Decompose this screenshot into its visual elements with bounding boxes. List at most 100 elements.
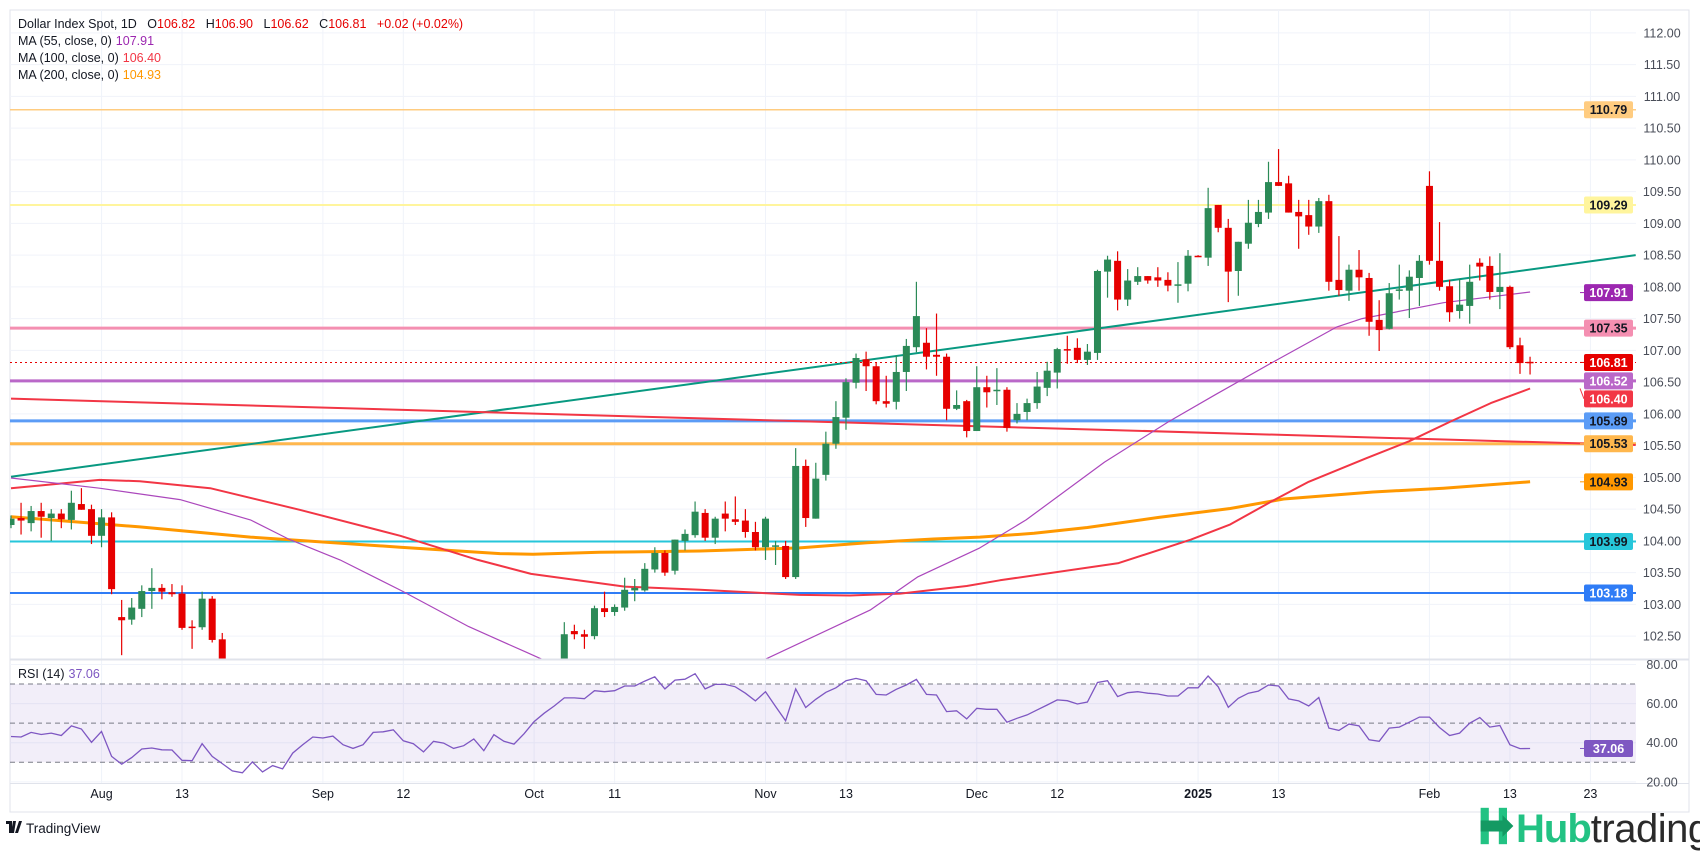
candle[interactable] [1516, 337, 1524, 374]
candle[interactable] [1214, 204, 1222, 233]
price-axis-badge[interactable]: 106.52 [1580, 372, 1633, 390]
candle[interactable] [943, 353, 951, 421]
candle[interactable] [560, 622, 568, 665]
candle[interactable] [1265, 161, 1272, 219]
candle[interactable] [681, 529, 689, 551]
candle[interactable] [872, 362, 880, 405]
candle[interactable] [148, 568, 156, 609]
candle[interactable] [1033, 371, 1041, 409]
candle[interactable] [1385, 283, 1393, 330]
candle[interactable] [751, 521, 759, 551]
candle[interactable] [1506, 285, 1514, 350]
candle[interactable] [1496, 253, 1504, 310]
price-axis-badge[interactable]: 104.93 [1580, 473, 1633, 491]
candle[interactable] [912, 281, 920, 353]
candle[interactable] [1234, 241, 1242, 296]
candle[interactable] [17, 502, 25, 535]
candle[interactable] [882, 375, 890, 408]
candle[interactable] [1345, 264, 1353, 301]
candle[interactable] [168, 584, 176, 597]
candle[interactable] [198, 591, 206, 630]
price-axis-badge[interactable]: 107.35 [1580, 319, 1633, 337]
candle[interactable] [862, 351, 870, 392]
candle[interactable] [1134, 267, 1142, 285]
candle[interactable] [1204, 187, 1212, 266]
candle[interactable] [1013, 403, 1021, 424]
candle[interactable] [1083, 344, 1091, 365]
candle[interactable] [1194, 255, 1202, 258]
candle[interactable] [1526, 356, 1534, 375]
candle[interactable] [1184, 250, 1192, 292]
candle[interactable] [973, 366, 981, 432]
indicator-ma200[interactable]: MA (200, close, 0) 104.93 [18, 67, 463, 84]
candle[interactable] [842, 378, 850, 430]
candle[interactable] [1305, 199, 1313, 235]
candle[interactable] [1093, 269, 1101, 360]
price-axis-badge[interactable]: 110.79 [1580, 101, 1633, 119]
candle[interactable] [953, 390, 961, 411]
candle[interactable] [1124, 269, 1132, 306]
rsi-axis[interactable]: 80.00 60.00 40.00 20.00 [1646, 658, 1677, 789]
candle[interactable] [590, 605, 598, 640]
candle[interactable] [1365, 272, 1373, 336]
symbol-ohlc-row[interactable]: Dollar Index Spot, 1D O106.82 H106.90 L1… [18, 16, 463, 33]
candle[interactable] [570, 624, 578, 640]
candle[interactable] [1254, 199, 1262, 228]
candle[interactable] [772, 540, 780, 566]
candle[interactable] [651, 547, 659, 573]
candle[interactable] [158, 584, 166, 600]
price-axis-badge[interactable]: 103.99 [1580, 533, 1633, 551]
candle[interactable] [1043, 361, 1051, 397]
indicator-ma100[interactable]: MA (100, close, 0) 106.40 [18, 50, 463, 67]
candle[interactable] [1164, 272, 1172, 292]
candle[interactable] [87, 504, 95, 545]
price-axis-badge[interactable]: 107.91 [1580, 284, 1633, 302]
price-axis-badge[interactable]: 106.40 [1579, 388, 1633, 408]
candle[interactable] [188, 620, 196, 649]
candle[interactable] [1395, 264, 1403, 300]
candle[interactable] [902, 338, 910, 392]
price-axis[interactable]: 112.00 111.50 111.00 110.50 110.00 109.50 109.… [1643, 26, 1681, 643]
candle[interactable] [1315, 197, 1323, 233]
candle[interactable] [1053, 347, 1061, 389]
candle[interactable] [1425, 171, 1433, 265]
candle[interactable] [822, 431, 830, 481]
candle[interactable] [1003, 387, 1011, 432]
candle[interactable] [1224, 218, 1232, 303]
candle[interactable] [218, 632, 226, 681]
candle[interactable] [792, 448, 800, 579]
candle[interactable] [1486, 256, 1494, 300]
candle[interactable] [1436, 222, 1444, 291]
candle[interactable] [922, 328, 930, 370]
candle[interactable] [208, 596, 216, 643]
candle[interactable] [983, 375, 991, 408]
candle[interactable] [1244, 199, 1252, 249]
rising-trendline[interactable] [10, 254, 1636, 478]
candle[interactable] [1446, 279, 1454, 322]
candle[interactable] [1325, 194, 1333, 291]
price-axis-badge[interactable]: 103.18 [1580, 584, 1633, 602]
candle[interactable] [27, 505, 35, 532]
price-badges[interactable]: 110.79 109.29 107.91 107.35 106.81 106.52 106.… [1579, 101, 1633, 757]
candle[interactable] [741, 509, 749, 538]
falling-trendline[interactable] [10, 397, 1636, 446]
candle[interactable] [1174, 262, 1182, 303]
candle[interactable] [178, 585, 186, 630]
candle[interactable] [993, 368, 1001, 405]
candle[interactable] [812, 462, 820, 519]
candle[interactable] [1355, 250, 1363, 291]
candle[interactable] [1415, 255, 1423, 306]
candle[interactable] [933, 313, 941, 376]
candle[interactable] [661, 550, 669, 576]
candle[interactable] [1285, 175, 1293, 213]
candle[interactable] [782, 540, 790, 579]
candle[interactable] [802, 459, 810, 527]
candle[interactable] [1375, 300, 1383, 352]
price-axis-badge[interactable]: 105.89 [1580, 412, 1633, 430]
candle[interactable] [601, 591, 609, 618]
price-pane[interactable] [8, 108, 1637, 681]
candle[interactable] [832, 401, 840, 449]
candle[interactable] [47, 509, 55, 541]
tradingview-logo[interactable]: TradingView [6, 820, 100, 836]
